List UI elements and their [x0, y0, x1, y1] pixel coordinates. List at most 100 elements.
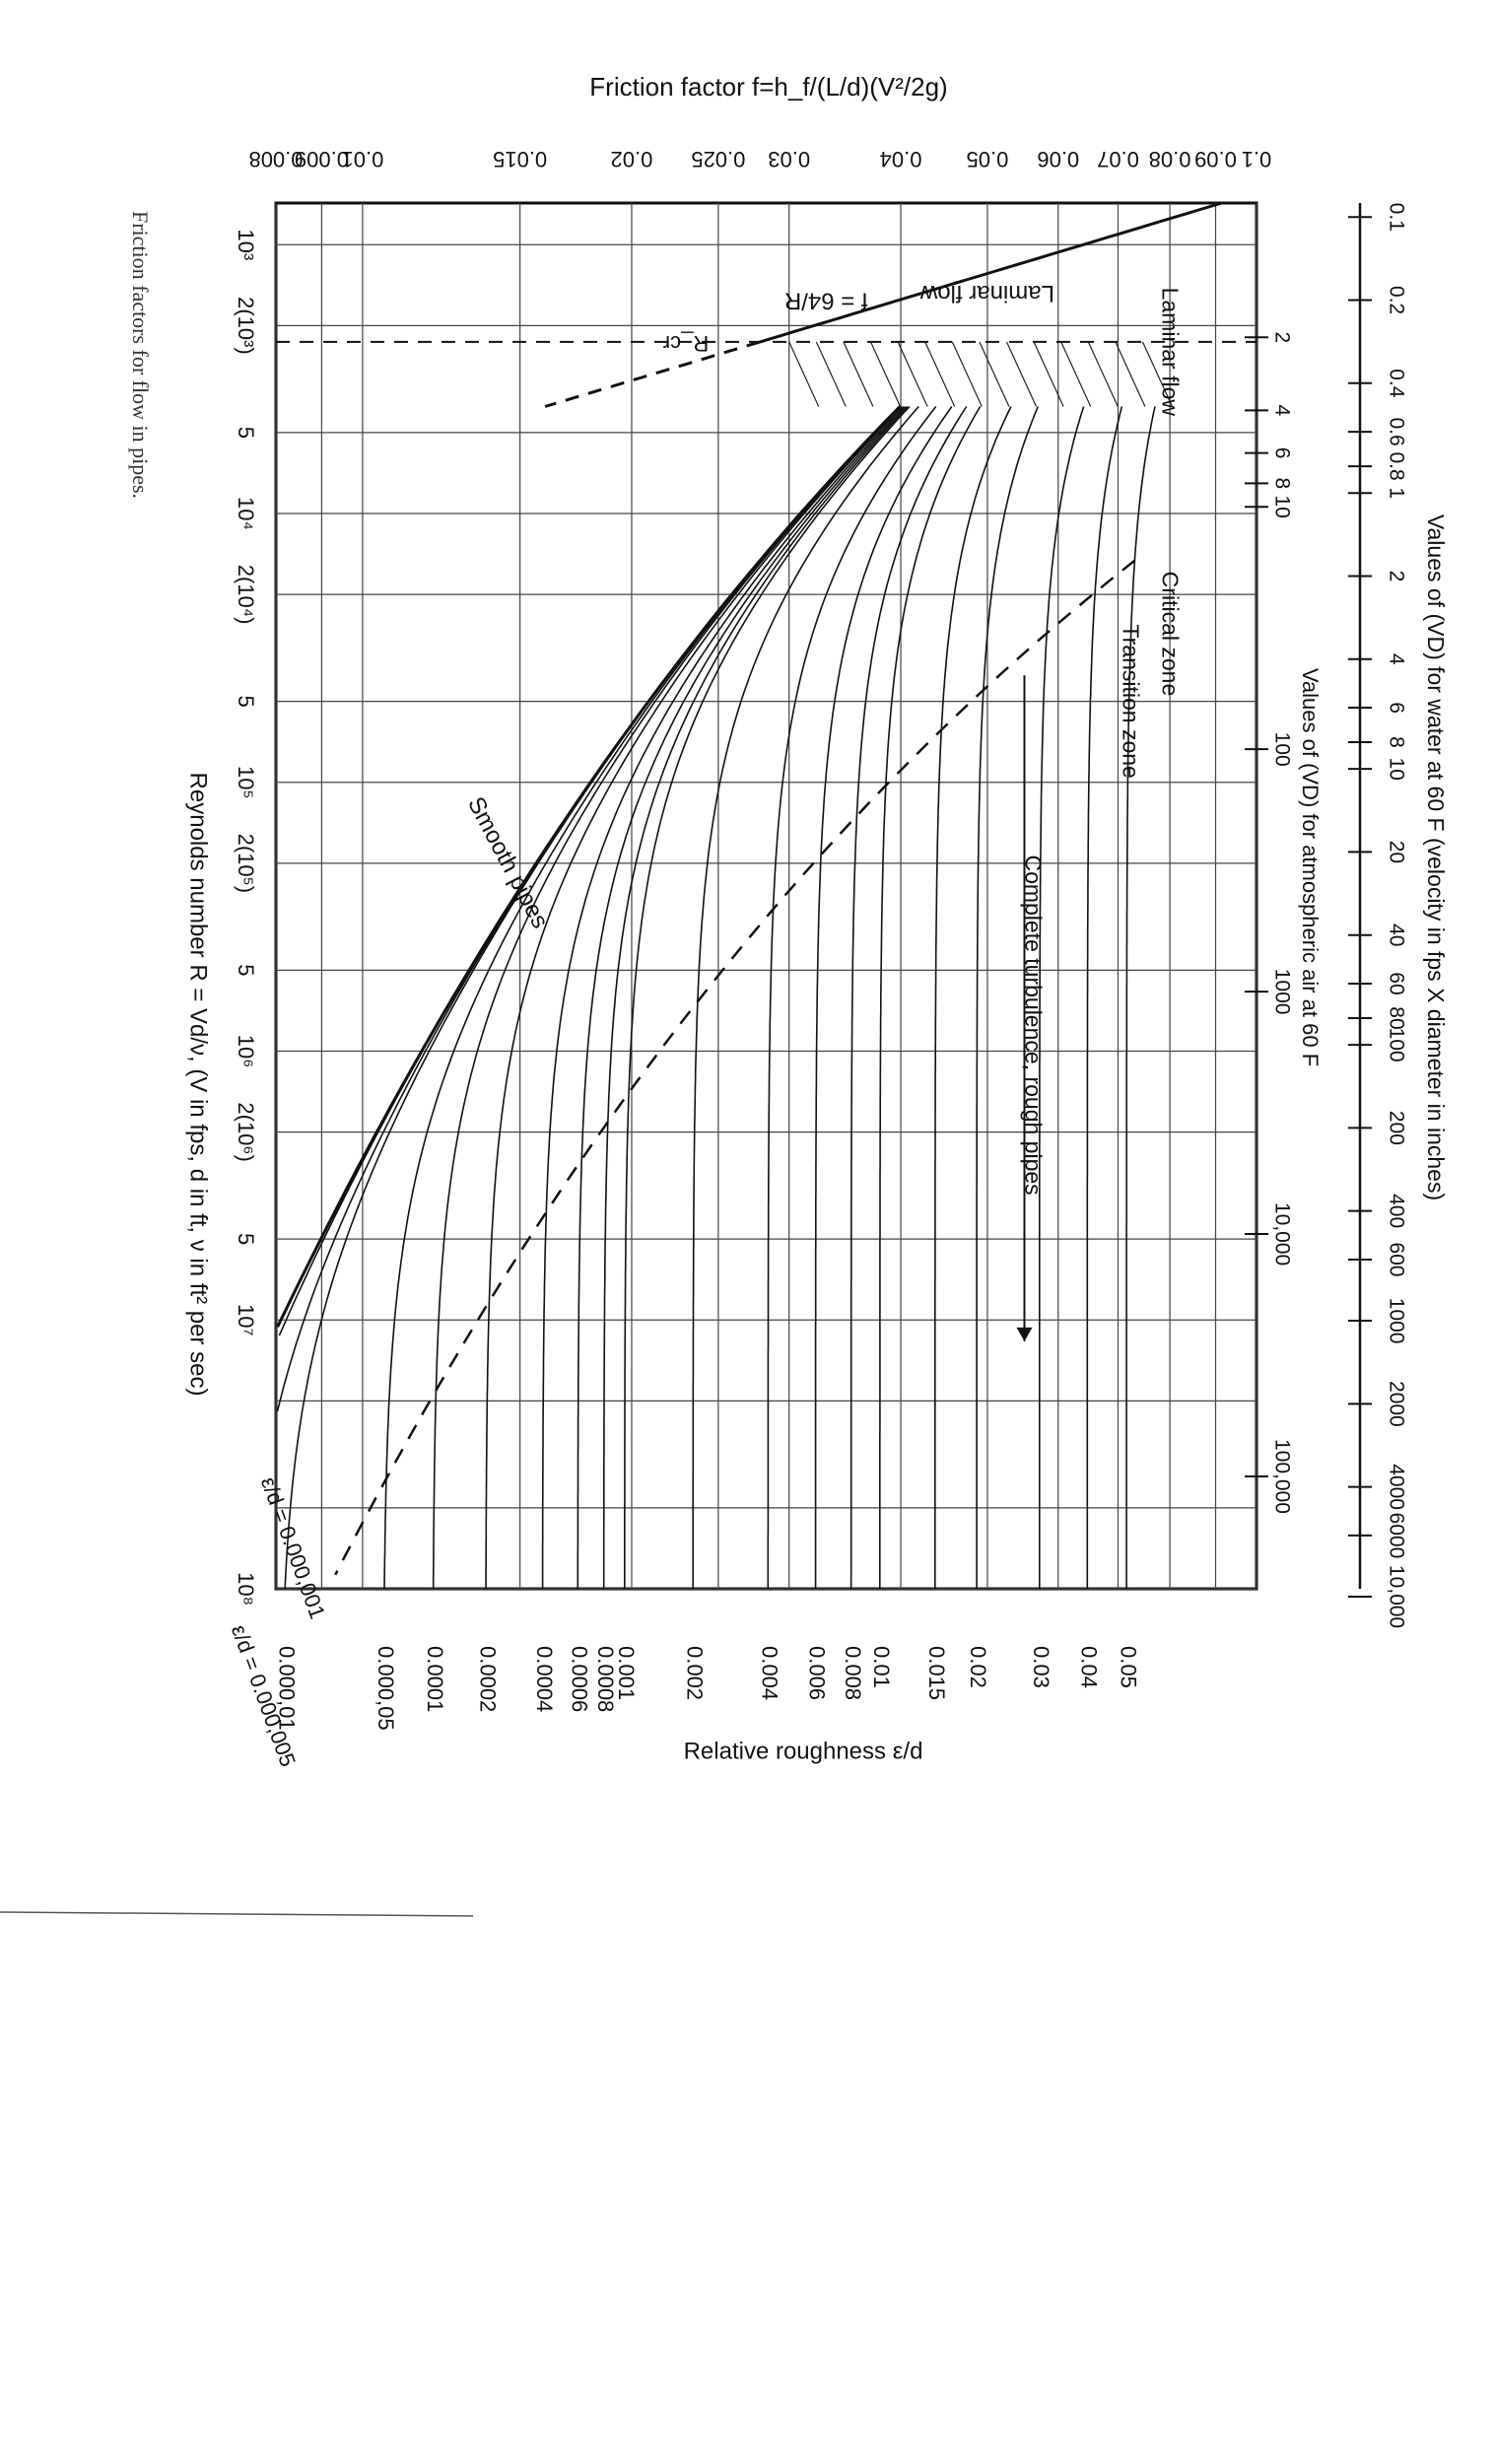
y-tick-label: 0.06	[1037, 147, 1079, 171]
critical-reynolds-annotation: R_cr	[663, 331, 709, 356]
x-tick-label: 10⁸	[234, 1572, 258, 1606]
y-tick-label: 0.1	[1242, 147, 1272, 171]
smooth-pipes-curve	[276, 405, 902, 1329]
y-tick-label: 0.03	[768, 147, 810, 171]
roughness-curve	[432, 405, 902, 1589]
roughness-label: 0.03	[1029, 1646, 1053, 1688]
water-scale-label: 8	[1385, 736, 1407, 748]
roughness-curve	[933, 406, 1012, 1589]
y-tick-label: 0.09	[1194, 147, 1237, 171]
water-scale-label: 0.2	[1385, 286, 1407, 314]
roughness-label: 0.006	[805, 1646, 830, 1700]
y-tick-label: 0.015	[493, 147, 547, 171]
roughness-curve	[1086, 406, 1123, 1589]
critical-zone-hatch	[1087, 341, 1119, 407]
water-scale-label: 200	[1385, 1111, 1407, 1145]
roughness-label: 0.000,05	[374, 1646, 398, 1731]
roughness-label: 0.0008	[593, 1646, 618, 1712]
roughness-label: 0.01	[869, 1646, 894, 1688]
air-scale-title: Values of (VD) for atmospheric air at 60…	[1298, 668, 1323, 1066]
water-scale-label: 6	[1385, 702, 1407, 714]
roughness-curve	[878, 406, 982, 1589]
roughness-label: 0.0004	[532, 1646, 557, 1712]
y-tick-label: 0.008	[248, 147, 303, 171]
air-scale-label: 10,000	[1270, 1202, 1293, 1266]
roughness-label: 0.015	[924, 1646, 949, 1700]
roughness-label: 0.008	[841, 1646, 865, 1700]
roughness-curve	[1039, 406, 1085, 1589]
water-scale-label: 1	[1385, 487, 1407, 499]
water-scale-label: 2000	[1385, 1381, 1407, 1427]
roughness-label: 0.04	[1076, 1646, 1101, 1688]
zone-label-critical: Critical zone	[1158, 572, 1184, 697]
water-scale-label: 1000	[1385, 1298, 1407, 1344]
x-axis-title: Reynolds number R = Vd/ν, (V in fps, d i…	[185, 773, 212, 1397]
zone-label-turbulence: Complete turbulence, rough pipes	[1021, 855, 1047, 1195]
roughness-label: 0.0001	[423, 1646, 447, 1712]
water-scale-label: 4	[1385, 653, 1407, 665]
roughness-curve	[1125, 406, 1156, 1589]
x-tick-label: 2(10⁴)	[234, 565, 258, 625]
x-tick-label: 2(10⁵)	[234, 834, 258, 893]
y-tick-label: 0.04	[880, 147, 922, 171]
air-scale-label: 4	[1270, 404, 1293, 416]
air-scale-label: 100	[1270, 732, 1293, 767]
y-tick-label: 0.02	[611, 147, 653, 171]
water-scale-label: 2	[1385, 571, 1407, 582]
critical-zone-hatch	[815, 341, 847, 407]
water-scale-label: 80	[1385, 1006, 1407, 1029]
water-scale-title: Values of (VD) for water at 60 F (veloci…	[1423, 514, 1449, 1200]
roughness-curve	[602, 405, 909, 1589]
critical-zone-hatch	[897, 341, 928, 407]
water-scale-label: 4000	[1385, 1464, 1407, 1510]
laminar-line	[759, 201, 1223, 344]
air-scale-label: 100,000	[1270, 1439, 1293, 1514]
x-tick-label: 2(10³)	[234, 297, 258, 355]
water-scale-label: 400	[1385, 1194, 1407, 1228]
x-tick-label: 10⁷	[234, 1304, 258, 1335]
roughness-label: 0.0002	[475, 1646, 500, 1712]
x-tick-label: 10⁴	[234, 497, 258, 530]
x-tick-label: 5	[234, 427, 258, 439]
roughness-label: 0.05	[1116, 1646, 1140, 1688]
air-scale-label: 10	[1270, 496, 1293, 518]
arrow-head-icon	[1016, 1327, 1033, 1341]
roughness-label: 0.02	[966, 1646, 990, 1688]
page-divider-line	[0, 1911, 474, 1917]
zone-label-laminar: Laminar flow	[1158, 288, 1184, 417]
x-tick-label: 5	[234, 1233, 258, 1245]
roughness-curve	[383, 405, 902, 1590]
y-tick-label: 0.025	[691, 147, 745, 171]
roughness-curve	[485, 405, 903, 1589]
x-tick-label: 10⁶	[234, 1035, 258, 1068]
roughness-label: 0.004	[758, 1646, 782, 1700]
critical-zone-hatch	[951, 341, 983, 407]
water-scale-label: 100	[1385, 1028, 1407, 1062]
y-tick-label: 0.009	[295, 147, 349, 171]
water-scale-label: 20	[1385, 841, 1407, 863]
water-scale-label: 40	[1385, 924, 1407, 946]
air-scale-label: 6	[1270, 447, 1293, 459]
water-scale-label: 10,000	[1385, 1565, 1407, 1628]
roughness-curve	[849, 406, 968, 1589]
water-scale-label: 0.1	[1385, 203, 1407, 232]
water-scale-label: 600	[1385, 1242, 1407, 1276]
x-tick-label: 10³	[234, 229, 258, 260]
critical-zone-hatch	[843, 341, 874, 407]
y-tick-label: 0.01	[341, 147, 383, 171]
roughness-curve	[577, 405, 907, 1589]
roughness-curve	[767, 406, 937, 1589]
air-scale-label: 2	[1270, 331, 1293, 343]
water-scale-label: 6000	[1385, 1513, 1407, 1559]
air-scale-label: 1000	[1270, 969, 1293, 1015]
water-scale-label: 10	[1385, 757, 1407, 780]
critical-zone-hatch	[869, 341, 902, 407]
critical-zone-hatch	[1060, 341, 1092, 407]
y-tick-label: 0.07	[1097, 147, 1139, 171]
roughness-label: 0.000,01	[274, 1646, 299, 1731]
x-tick-label: 5	[234, 964, 258, 976]
y-tick-label: 0.05	[967, 147, 1009, 171]
critical-zone-hatch	[979, 341, 1010, 407]
right-axis-title: Relative roughness ε/d	[684, 1738, 923, 1764]
